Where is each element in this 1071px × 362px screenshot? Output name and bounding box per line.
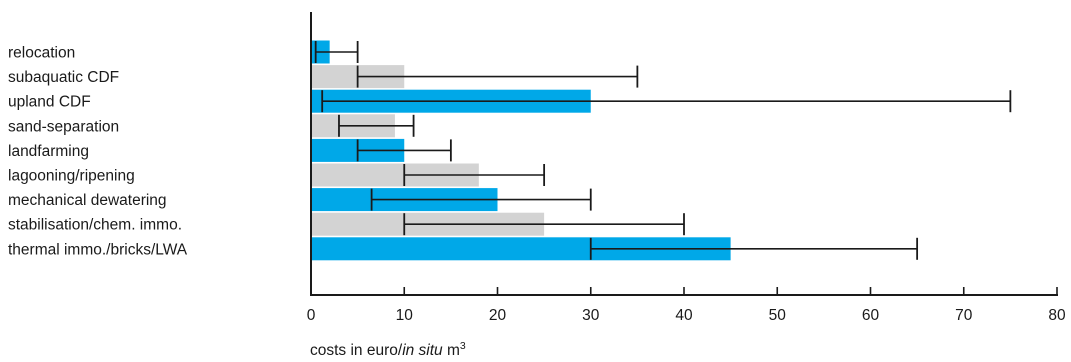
category-label-5: lagooning/ripening <box>8 168 135 185</box>
x-tick-label-6: 60 <box>862 307 880 324</box>
x-tick-label-5: 50 <box>769 307 787 324</box>
bar-8 <box>311 237 731 261</box>
category-label-0: relocation <box>8 45 75 62</box>
x-tick-label-7: 70 <box>955 307 973 324</box>
x-axis-label-prefix: costs in euro/ <box>310 342 403 359</box>
category-label-3: sand-separation <box>8 118 119 135</box>
x-tick-label-8: 80 <box>1048 307 1066 324</box>
category-label-8: thermal immo./bricks/LWA <box>8 241 188 258</box>
x-axis-label: costs in euro/in situ m3 <box>310 340 466 360</box>
x-tick-label-2: 20 <box>489 307 507 324</box>
category-label-6: mechanical dewatering <box>8 192 167 209</box>
error-bars-group <box>314 41 1012 260</box>
category-label-7: stabilisation/chem. immo. <box>8 217 182 234</box>
bar-5 <box>311 163 479 187</box>
x-axis-label-unit: m <box>442 342 460 359</box>
x-axis-label-italic: in situ <box>402 342 443 359</box>
x-tick-label-1: 10 <box>396 307 414 324</box>
category-labels: relocation subaquatic CDF upland CDF sand-s… <box>8 45 188 259</box>
category-label-4: landfarming <box>8 143 89 160</box>
x-tick-label-0: 0 <box>307 307 316 324</box>
x-ticks: 0 10 20 30 40 50 60 70 80 <box>307 287 1066 324</box>
x-tick-label-3: 30 <box>582 307 600 324</box>
category-label-2: upland CDF <box>8 94 91 111</box>
x-tick-label-4: 40 <box>675 307 693 324</box>
x-axis-label-superscript: 3 <box>459 340 466 352</box>
category-label-1: subaquatic CDF <box>8 69 119 86</box>
